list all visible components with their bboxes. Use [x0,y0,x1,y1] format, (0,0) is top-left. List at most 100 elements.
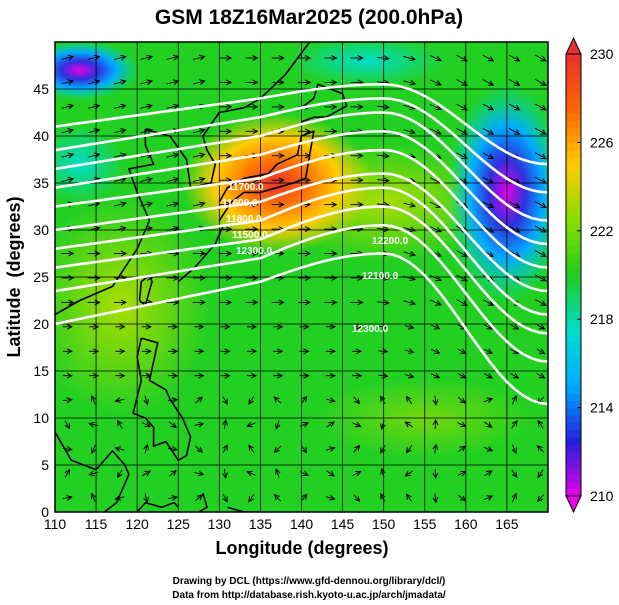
wind-arrow [166,105,179,108]
y-tick-label: 5 [41,457,49,473]
wind-arrow [457,349,466,353]
wind-arrow [431,325,439,329]
cool-region [287,42,448,86]
wind-arrow [195,445,202,452]
colorbar-segment [566,348,581,357]
wind-arrow [535,274,546,281]
colorbar-segment [566,407,581,416]
wind-arrow [429,274,441,280]
x-tick-label: 135 [249,516,273,532]
colorbar-segment [566,245,581,254]
wind-arrow [457,374,466,378]
wind-arrow [535,54,546,61]
coastline [227,506,261,512]
wind-arrow [140,57,152,60]
colorbar-min-arrow [565,495,582,514]
wind-arrow [87,105,100,108]
wind-arrow [89,424,99,426]
wind-arrow [403,301,415,304]
colorbar-segment [566,157,581,166]
wind-arrow [87,203,100,206]
height-contour [55,186,548,316]
wind-arrow [326,422,334,428]
wind-arrow [535,250,546,257]
wind-arrow [535,152,546,159]
colorbar-segment [566,230,581,239]
wind-arrow [407,397,413,405]
wind-arrow [61,154,74,157]
wind-arrow [352,472,361,476]
wind-arrow [116,497,125,499]
wind-arrow [483,399,492,402]
wind-arrow [431,374,439,378]
wind-arrow [535,103,546,110]
wind-arrow [326,470,334,476]
credit-line-2: Data from http://database.rish.kyoto-u.a… [172,590,446,601]
wind-arrow [65,470,70,478]
warm-region [55,195,211,416]
wind-arrow [61,81,74,84]
colorbar-segment [566,385,581,394]
coastline [136,501,179,512]
wind-arrow [508,54,519,61]
contour-label: 12200.0 [372,236,409,247]
plot-frame [54,41,549,513]
y-tick-label: 45 [33,81,49,97]
wind-arrow [376,106,389,107]
colorbar-tick-label: 214 [590,400,614,416]
wind-arrow [536,349,545,353]
x-tick-label: 155 [413,516,437,532]
colorbar-segment [566,370,581,379]
wind-arrow [508,128,519,134]
wind-arrow [482,299,494,306]
wind-arrow [403,81,415,84]
wind-arrow [166,57,179,60]
wind-arrow [483,349,492,353]
height-contour [55,148,548,269]
wind-arrow [511,421,517,429]
height-contour [55,82,548,166]
wind-arrow [166,203,179,206]
wind-arrow [435,420,436,430]
wind-arrow [482,176,494,183]
wind-arrow [404,375,414,377]
x-tick-label: 125 [167,516,191,532]
colorbar-segment [566,297,581,306]
wind-arrow [429,128,441,134]
wind-arrow [168,471,176,477]
colorbar-segment [566,311,581,320]
colorbar-segment [566,466,581,475]
wind-arrow [403,227,415,230]
wind-arrow [145,493,148,503]
wind-arrow [376,180,389,181]
wind-arrow [512,396,516,405]
colorbar-segment [566,252,581,261]
wind-arrow [403,276,415,279]
wind-arrow [456,79,468,86]
wind-arrow [300,397,307,404]
colorbar-segment [566,326,581,335]
wind-arrow [140,105,152,108]
wind-arrow [192,130,205,133]
wind-arrow [325,448,335,450]
wind-arrow [61,179,74,182]
wind-arrow [403,105,415,108]
colorbar-segment [566,341,581,350]
wind-arrow [92,494,96,503]
wind-arrow [222,396,228,404]
wind-arrow [382,469,385,478]
wind-arrow [113,203,126,206]
wind-arrow [247,423,256,427]
wind-arrow [435,493,436,502]
wind-arrow [508,103,519,110]
wind-arrow [404,326,414,328]
wind-arrow [141,423,150,427]
wind-arrow [376,228,389,229]
wind-arrow [482,103,494,110]
wind-arrow [61,57,74,60]
wind-arrow [429,103,441,109]
wind-arrow [510,374,518,378]
colorbar-segment [566,127,581,136]
credit-line-1: Drawing by DCL (https://www.gfd-dennou.o… [173,576,446,587]
y-tick-label: 25 [33,269,49,285]
